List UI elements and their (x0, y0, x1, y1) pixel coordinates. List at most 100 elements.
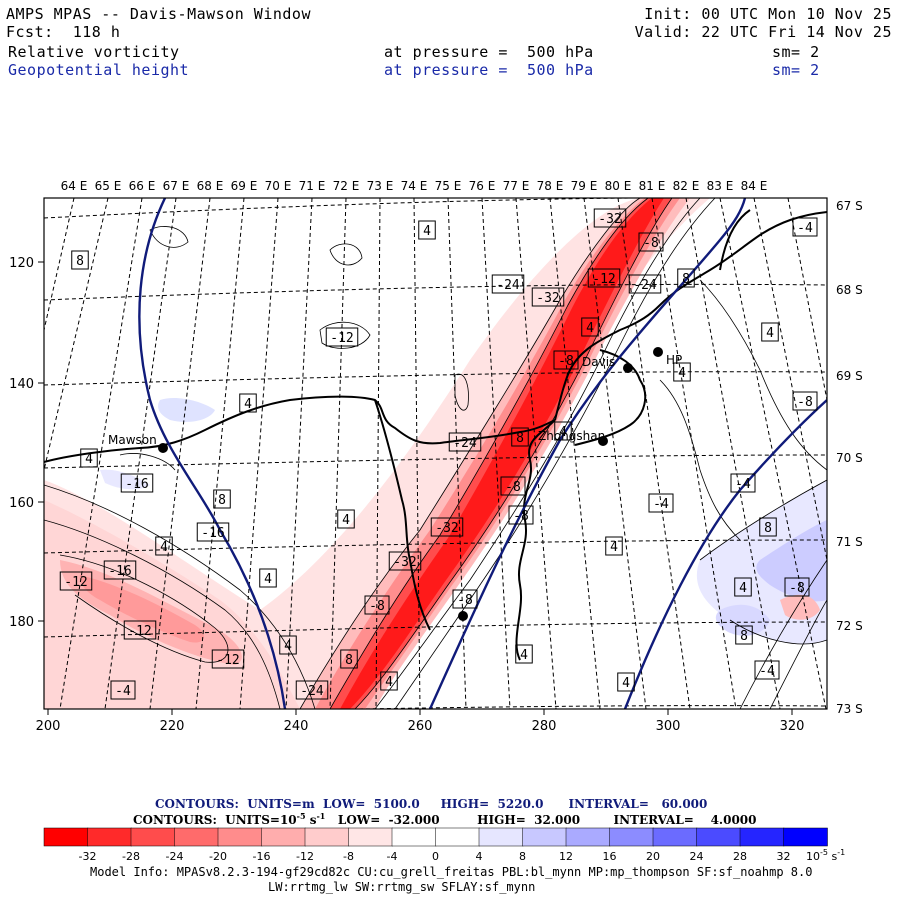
colorbar-swatch (43, 827, 89, 847)
colorbar-swatch (174, 827, 219, 847)
svg-text:4: 4 (423, 224, 431, 239)
field2-smoothing: sm= 2 (772, 61, 820, 79)
lon-label: 72 E (333, 179, 360, 193)
contour-label: 8 (213, 489, 231, 509)
svg-text:8: 8 (764, 521, 772, 536)
colorbar-tick: 20 (646, 850, 660, 863)
init-time: Init: 00 UTC Mon 10 Nov 25 (644, 5, 892, 23)
lon-label: 66 E (129, 179, 156, 193)
colorbar-swatch (696, 827, 741, 847)
contour-label: -8 (638, 232, 664, 252)
colorbar-tick: -20 (209, 850, 227, 863)
contour-label: -8 (784, 577, 810, 597)
contour-label: -16 (120, 473, 154, 493)
svg-text:8: 8 (218, 493, 226, 508)
vort-units-exp: -5 (296, 811, 306, 821)
svg-text:-32: -32 (393, 555, 416, 570)
forecast-hour: Fcst: 118 h (6, 23, 121, 41)
contour-label: 8 (511, 427, 529, 447)
station-dot-davis[interactable] (623, 363, 633, 373)
lon-label: 79 E (571, 179, 598, 193)
svg-text:-4: -4 (115, 684, 131, 699)
colorbar-tick: 4 (476, 850, 483, 863)
svg-text:-12: -12 (64, 575, 87, 590)
contour-label: -16 (103, 560, 137, 580)
contour-label: 4 (380, 671, 398, 691)
lon-label: 81 E (639, 179, 666, 193)
x-tick-label: 280 (532, 719, 557, 734)
lat-label: 68 S (836, 283, 863, 297)
y-tick-label: 120 (9, 256, 34, 271)
svg-text:8: 8 (345, 653, 353, 668)
svg-text:8: 8 (76, 254, 84, 269)
svg-text:8: 8 (740, 629, 748, 644)
contour-label: 4 (239, 393, 257, 413)
colorbar-tick: -8 (343, 850, 354, 863)
contour-label: -4 (792, 217, 818, 237)
axis-labels: 64 E 65 E 66 E 67 E 68 E 69 E 70 E 71 E 72 E 73 E… (9, 179, 863, 734)
contour-label: 4 (337, 509, 355, 529)
contour-label: -8 (792, 391, 818, 411)
contour-label: -8 (508, 505, 534, 525)
lon-label: 71 E (299, 179, 326, 193)
colorbar-swatch (783, 827, 828, 847)
lon-label: 76 E (469, 179, 496, 193)
lon-label: 75 E (435, 179, 462, 193)
lon-label: 74 E (401, 179, 428, 193)
contour-label: 4 (279, 635, 297, 655)
contour-label: -8 (553, 350, 579, 370)
lat-label: 69 S (836, 369, 863, 383)
svg-text:-24: -24 (300, 684, 324, 699)
contour-label: -12 (587, 268, 621, 288)
svg-text:-12: -12 (216, 653, 239, 668)
station-dot-hp[interactable] (653, 347, 663, 357)
contour-labels: -32 -8 4 -4 8 -24 -32 -12 -24 8 4 -12 4 -8 4 4 -24 8 -8 4 4 -… (59, 208, 818, 700)
contour-label: 4 (605, 536, 623, 556)
station-dot-mawson[interactable] (158, 443, 168, 453)
vort-units-text: CONTOURS: UNITS=10 (133, 813, 297, 827)
svg-text:-8: -8 (789, 581, 805, 596)
lat-label: 73 S (836, 702, 863, 716)
colorbar-swatch (739, 827, 785, 847)
lon-label: 65 E (95, 179, 122, 193)
model-info-line1: Model Info: MPASv8.2.3-194-gf29cd82c CU:… (90, 865, 813, 879)
svg-text:4: 4 (766, 326, 774, 341)
colorbar-swatch (130, 827, 176, 847)
colorbar-tick: -12 (296, 850, 314, 863)
contour-label: 4 (515, 644, 533, 664)
svg-text:-4: -4 (797, 221, 813, 236)
contour-label: -32 (430, 517, 464, 537)
vorticity-contours (44, 198, 827, 709)
colorbar-swatch (565, 827, 611, 847)
coastline (44, 209, 827, 661)
axis-ticks (38, 261, 793, 715)
svg-text:-24: -24 (496, 278, 520, 293)
svg-text:4: 4 (342, 513, 350, 528)
svg-text:-8: -8 (558, 354, 574, 369)
contour-label: 4 (617, 672, 635, 692)
colorbar-swatch (217, 827, 263, 847)
svg-text:-4: -4 (653, 497, 669, 512)
contour-label: -12 (59, 571, 93, 591)
lat-label: 72 S (836, 619, 863, 633)
colorbar-swatch (478, 827, 524, 847)
contour-label: -24 (628, 274, 662, 294)
svg-text:-8: -8 (505, 480, 521, 495)
colorbar-swatch (522, 827, 567, 847)
station-dot-zhongshan[interactable] (598, 436, 608, 446)
height-contour-info: CONTOURS: UNITS=m LOW= 5100.0 HIGH= 5220… (155, 797, 708, 811)
contour-label: -24 (491, 274, 525, 294)
lon-label: 77 E (503, 179, 530, 193)
station-dot-unnamed[interactable] (458, 611, 468, 621)
colorbar-swatch (435, 827, 480, 847)
contour-label: -32 (531, 287, 565, 307)
contour-label: 4 (581, 317, 599, 337)
svg-text:4: 4 (622, 676, 630, 691)
latlon-grid (44, 198, 827, 709)
lon-label: 83 E (707, 179, 734, 193)
svg-text:4: 4 (520, 648, 528, 663)
colorbar-tick: 28 (733, 850, 747, 863)
colorbar-tick: -4 (387, 850, 398, 863)
